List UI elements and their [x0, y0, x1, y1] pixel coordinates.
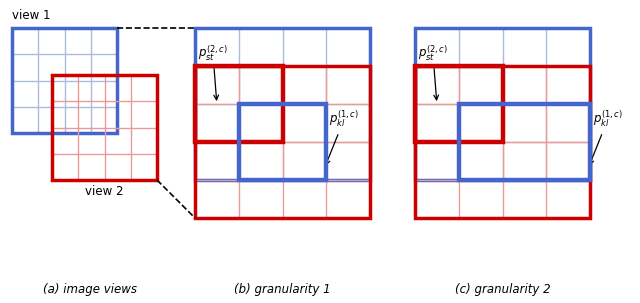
Text: (a) image views: (a) image views [43, 283, 137, 296]
Bar [195, 28, 370, 180]
Text: $p_{kl}^{(1,c)}$: $p_{kl}^{(1,c)}$ [325, 109, 359, 165]
Bar [415, 66, 590, 218]
Bar [195, 66, 370, 218]
Bar [459, 104, 590, 180]
Bar [52, 75, 157, 180]
Bar [12, 28, 117, 133]
Text: (c) granularity 2: (c) granularity 2 [454, 283, 550, 296]
Bar [195, 66, 282, 142]
Bar [415, 28, 590, 180]
Text: (b) granularity 1: (b) granularity 1 [234, 283, 331, 296]
Bar [415, 66, 502, 142]
Text: view 1: view 1 [12, 9, 51, 22]
Text: view 2: view 2 [85, 185, 124, 198]
Text: $p_{kl}^{(1,c)}$: $p_{kl}^{(1,c)}$ [589, 109, 623, 165]
Text: $p_{st}^{(2,c)}$: $p_{st}^{(2,c)}$ [418, 44, 448, 100]
Text: $p_{st}^{(2,c)}$: $p_{st}^{(2,c)}$ [198, 44, 228, 100]
Bar [239, 104, 326, 180]
